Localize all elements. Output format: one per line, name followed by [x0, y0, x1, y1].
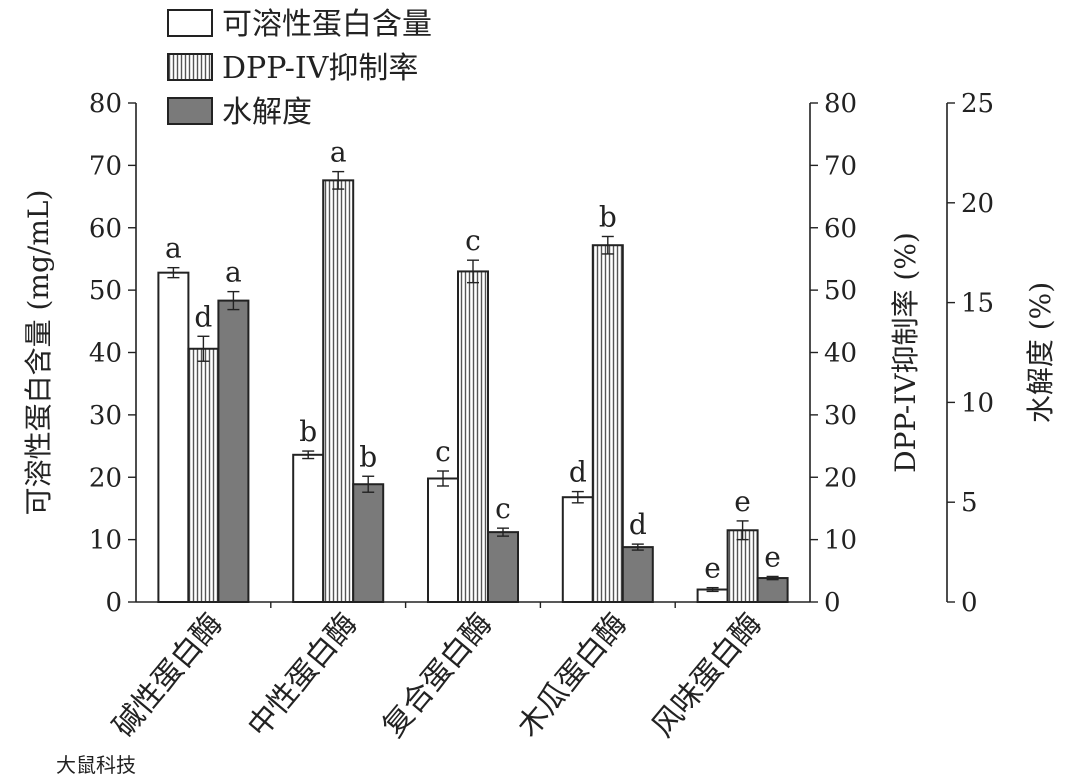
bar-hatched: [457, 270, 489, 603]
right-tick-label: 50: [824, 276, 857, 306]
category-label: 木瓜蛋白酶: [511, 607, 634, 744]
right-tick-label: 30: [824, 401, 857, 431]
left-tick-label: 0: [105, 588, 122, 618]
far-right-tick-label: 20: [961, 189, 994, 219]
significance-letter: e: [734, 485, 751, 518]
significance-letter: c: [495, 492, 511, 525]
left-axis-title: 可溶性蛋白含量 (mg/mL): [22, 190, 55, 516]
bar-gray: [621, 546, 654, 603]
right-tick-label: 0: [824, 588, 841, 618]
bar-gray: [217, 299, 250, 603]
significance-letter: d: [194, 300, 212, 333]
legend-label: DPP-IV抑制率: [222, 51, 418, 86]
far-right-tick-label: 5: [961, 488, 978, 518]
legend-label: 水解度: [222, 95, 312, 130]
right-tick-label: 20: [824, 463, 857, 493]
right-tick-label: 60: [824, 214, 857, 244]
right-tick-label: 10: [824, 526, 857, 556]
significance-letter: b: [299, 415, 317, 448]
legend-label: 可溶性蛋白含量: [222, 7, 432, 42]
far-right-tick-label: 10: [961, 388, 994, 418]
bar-white: [157, 271, 190, 603]
right-tick-label: 40: [824, 339, 857, 369]
far-right-tick-label: 15: [961, 289, 994, 319]
far-right-tick-label: 0: [961, 588, 978, 618]
significance-letter: b: [599, 200, 617, 233]
left-tick-label: 20: [89, 463, 122, 493]
significance-letter: d: [569, 456, 587, 489]
legend-swatch-gray: [167, 97, 213, 125]
right-tick-label: 80: [824, 89, 857, 119]
significance-letter: a: [165, 232, 182, 265]
left-tick-label: 80: [89, 89, 122, 119]
bar-gray: [756, 577, 789, 603]
category-label: 复合蛋白酶: [376, 607, 499, 744]
category-label: 风味蛋白酶: [645, 607, 768, 744]
bar-hatched: [322, 179, 355, 603]
significance-letter: a: [330, 136, 347, 169]
bar-hatched: [726, 529, 759, 603]
bar-white: [561, 496, 594, 603]
left-tick-label: 10: [89, 526, 122, 556]
significance-letter: c: [465, 224, 481, 257]
far-right-axis-title: 水解度 (%): [1024, 282, 1057, 423]
left-tick-label: 30: [89, 401, 122, 431]
legend-swatch-white: [167, 9, 213, 37]
bar-white: [427, 477, 459, 603]
category-label: 碱性蛋白酶: [106, 607, 229, 744]
bar-hatched: [591, 244, 624, 603]
watermark-text: 大鼠科技: [56, 753, 136, 777]
category-label: 中性蛋白酶: [241, 607, 364, 744]
bar-hatched: [187, 347, 220, 603]
significance-letter: e: [764, 540, 781, 573]
significance-letter: c: [435, 435, 451, 468]
bar-gray: [352, 483, 385, 603]
significance-letter: e: [704, 552, 721, 585]
legend-swatch-hatched: [167, 53, 213, 81]
left-tick-label: 50: [89, 276, 122, 306]
bar-gray: [487, 531, 519, 604]
significance-letter: a: [225, 256, 242, 289]
right-tick-label: 70: [824, 151, 857, 181]
left-tick-label: 60: [89, 214, 122, 244]
far-right-tick-label: 25: [961, 89, 994, 119]
right-axis-title: DPP-IV抑制率 (%): [889, 232, 922, 473]
bar-white: [292, 453, 325, 604]
significance-letter: b: [359, 440, 377, 473]
left-tick-label: 70: [89, 151, 122, 181]
significance-letter: d: [629, 508, 647, 541]
left-tick-label: 40: [89, 339, 122, 369]
